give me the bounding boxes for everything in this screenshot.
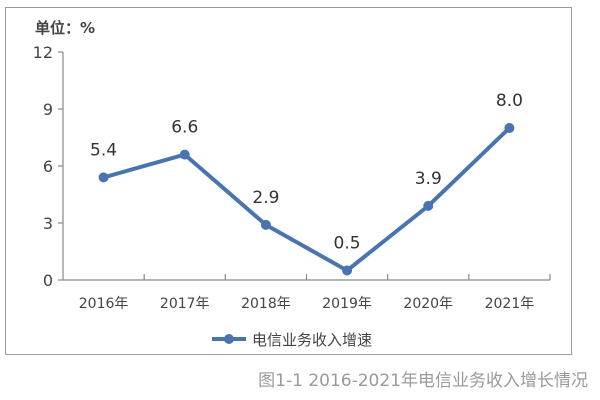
x-tick-label: 2017年 <box>160 296 210 312</box>
x-tick-label: 2021年 <box>485 296 535 312</box>
series-line <box>103 126 511 273</box>
data-label: 8.0 <box>496 91 523 111</box>
data-label: 3.9 <box>415 169 442 189</box>
x-tick-label: 2019年 <box>322 296 372 312</box>
legend-marker-icon <box>224 334 234 344</box>
data-label: 0.5 <box>334 234 361 254</box>
x-tick-label: 2020年 <box>403 296 453 312</box>
x-tick-label: 2018年 <box>241 296 291 312</box>
data-point <box>260 219 271 230</box>
data-point <box>504 123 515 133</box>
y-tick-label: 9 <box>43 100 53 119</box>
x-tick-label: 2016年 <box>79 296 129 312</box>
data-point <box>179 149 190 160</box>
data-point <box>423 200 434 211</box>
data-label: 5.4 <box>90 140 117 160</box>
y-tick-label: 0 <box>43 271 53 290</box>
y-tick-label: 12 <box>33 43 53 62</box>
chart-caption: 图1-1 2016-2021年电信业务收入增长情况 <box>258 371 588 391</box>
data-label: 6.6 <box>171 118 198 138</box>
data-point <box>342 265 353 276</box>
y-tick-label: 3 <box>43 214 53 233</box>
data-label: 2.9 <box>252 188 279 208</box>
legend-label: 电信业务收入增速 <box>252 331 372 349</box>
chart-frame <box>5 7 572 355</box>
unit-label: 单位：% <box>35 19 96 37</box>
y-tick-label: 6 <box>43 157 53 176</box>
data-point <box>98 172 109 183</box>
